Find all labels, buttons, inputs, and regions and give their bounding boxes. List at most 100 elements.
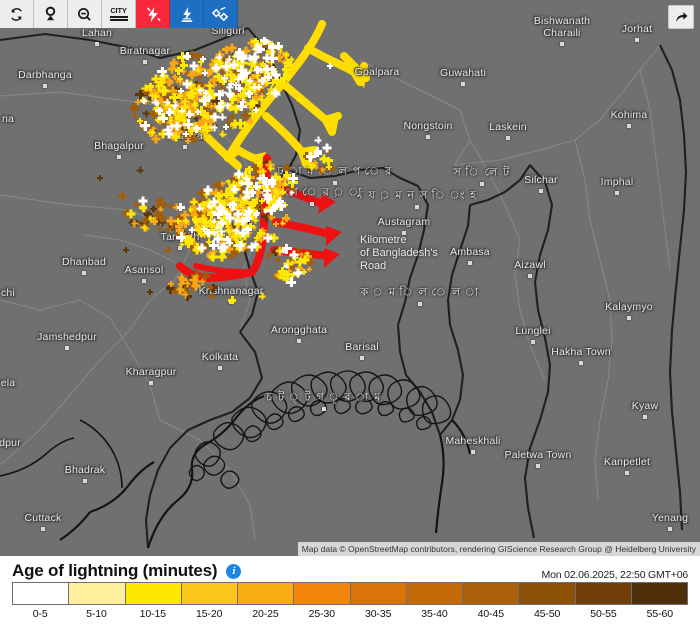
- lightning-strike-marker: [211, 210, 217, 216]
- lightning-strike-marker: [189, 61, 199, 71]
- lightning-strike-marker: [260, 36, 269, 45]
- lightning-strike-marker: [238, 75, 245, 82]
- lightning-strike-marker: [283, 270, 292, 279]
- lightning-strike-marker: [314, 136, 322, 144]
- lightning-strike-marker: [151, 205, 158, 212]
- lightning-strike-marker: [248, 109, 256, 117]
- map-city-dot: [531, 340, 535, 344]
- lightning-strike-marker: [287, 185, 296, 194]
- lightning-strike-marker: [273, 220, 280, 227]
- lightning-strike-marker: [213, 209, 224, 220]
- lightning-strike-marker: [252, 182, 261, 191]
- lightning-strike-marker: [320, 167, 326, 173]
- lightning-strike-marker: [183, 52, 192, 61]
- lightning-strike-marker: [298, 252, 304, 258]
- lightning-strike-marker: [184, 111, 193, 120]
- lightning-strike-marker: [141, 216, 149, 224]
- lightning-strike-marker: [157, 78, 166, 87]
- lightning-strike-marker: [181, 69, 187, 74]
- lightning-strike-marker: [237, 234, 243, 240]
- lightning-strike-marker: [176, 75, 183, 82]
- lightning-strike-marker: [262, 159, 270, 167]
- lightning-strike-marker: [266, 47, 276, 57]
- lightning-strike-marker: [273, 190, 281, 198]
- lightning-strike-marker: [248, 73, 257, 82]
- lightning-strike-marker: [202, 101, 209, 108]
- lightning-strike-marker: [262, 190, 272, 200]
- lightning-strike-marker: [161, 121, 168, 128]
- info-icon[interactable]: i: [226, 563, 242, 579]
- location-button[interactable]: [34, 0, 68, 28]
- map-toolbar[interactable]: CITY: [0, 0, 238, 28]
- lightning-strike-marker: [256, 174, 264, 182]
- lightning-strike-marker: [202, 227, 210, 235]
- lightning-strike-marker: [242, 187, 252, 197]
- lightning-strike-marker: [211, 218, 217, 224]
- lightning-strike-marker: [154, 100, 160, 106]
- lightning-strike-marker: [253, 218, 259, 224]
- lightning-strike-marker: [243, 225, 252, 234]
- lightning-strike-marker: [258, 206, 265, 213]
- lightning-strike-marker: [231, 104, 241, 114]
- lightning-strike-marker: [177, 273, 185, 281]
- lightning-strike-marker: [176, 203, 185, 212]
- lightning-strike-marker: [220, 69, 226, 75]
- lightning-strike-marker: [246, 78, 253, 85]
- lightning-strike-marker: [168, 202, 176, 210]
- lightning-strike-marker: [265, 252, 273, 260]
- lightning-strike-marker: [176, 232, 186, 243]
- lightning-strike-marker: [200, 225, 207, 232]
- lightning-strike-marker: [267, 43, 274, 50]
- lightning-strike-marker: [225, 55, 233, 63]
- lightning-strike-marker: [169, 92, 180, 103]
- lightning-strike-marker: [214, 72, 223, 81]
- lightning-strike-marker: [195, 109, 202, 116]
- lightning-strike-marker: [247, 242, 257, 252]
- lightning-strike-marker: [183, 70, 189, 76]
- legend-scale: 0-5 5-10 10-15 15-20 20-25 25-30 30-35 35-40 40-…: [0, 582, 700, 620]
- lightning-strike-marker: [158, 85, 169, 96]
- refresh-button[interactable]: [0, 0, 34, 28]
- lightning-strike-marker: [240, 110, 251, 121]
- satellite-layer-button[interactable]: [204, 0, 238, 28]
- lightning-strike-marker: [203, 112, 212, 121]
- lightning-strike-marker: [165, 283, 176, 294]
- lightning-strike-marker: [168, 123, 176, 131]
- lightning-strike-marker: [267, 42, 278, 53]
- lightning-strike-marker: [269, 204, 278, 213]
- map-city-dot: [322, 407, 326, 411]
- lightning-strike-marker: [222, 190, 231, 199]
- map-city-dot: [536, 464, 540, 468]
- lightning-strike-marker: [204, 68, 213, 77]
- lightning-strike-marker: [183, 132, 193, 142]
- lightning-strike-marker: [234, 238, 241, 245]
- lightning-layer-button[interactable]: [136, 0, 170, 28]
- lightning-strike-marker: [175, 226, 184, 235]
- lightning-strike-marker: [262, 178, 270, 186]
- map-canvas[interactable]: Lahan Siliguri Biratnagar Bishwanath Charail…: [0, 0, 700, 556]
- lightning-strike-marker: [240, 98, 247, 105]
- lightning-strike-marker: [240, 199, 246, 205]
- lightning-strike-marker: [226, 70, 236, 80]
- map-city-dot: [426, 135, 430, 139]
- zoom-out-button[interactable]: [68, 0, 102, 28]
- lightning-strike-marker: [190, 239, 198, 247]
- city-toggle-button[interactable]: CITY: [102, 0, 136, 28]
- lightning-strike-marker: [279, 181, 286, 188]
- lightning-strike-marker: [248, 68, 254, 74]
- lightning-strike-marker: [175, 214, 182, 221]
- lightning-strike-marker: [234, 202, 245, 213]
- lightning-strike-marker: [195, 67, 201, 73]
- lightning-strike-marker: [174, 115, 180, 121]
- lightning-strike-marker: [282, 163, 292, 173]
- lightning-strike-marker: [306, 266, 312, 272]
- share-button[interactable]: [668, 5, 694, 29]
- lightning-strike-marker: [241, 195, 247, 201]
- map-city-dot: [183, 145, 187, 149]
- lightning-strike-marker: [242, 174, 250, 182]
- lightning-strike-marker: [218, 86, 225, 93]
- lightning-strike-marker: [268, 65, 277, 74]
- lightning-strike-marker: [228, 95, 237, 104]
- strike-layer-button[interactable]: [170, 0, 204, 28]
- lightning-strike-marker: [241, 46, 251, 56]
